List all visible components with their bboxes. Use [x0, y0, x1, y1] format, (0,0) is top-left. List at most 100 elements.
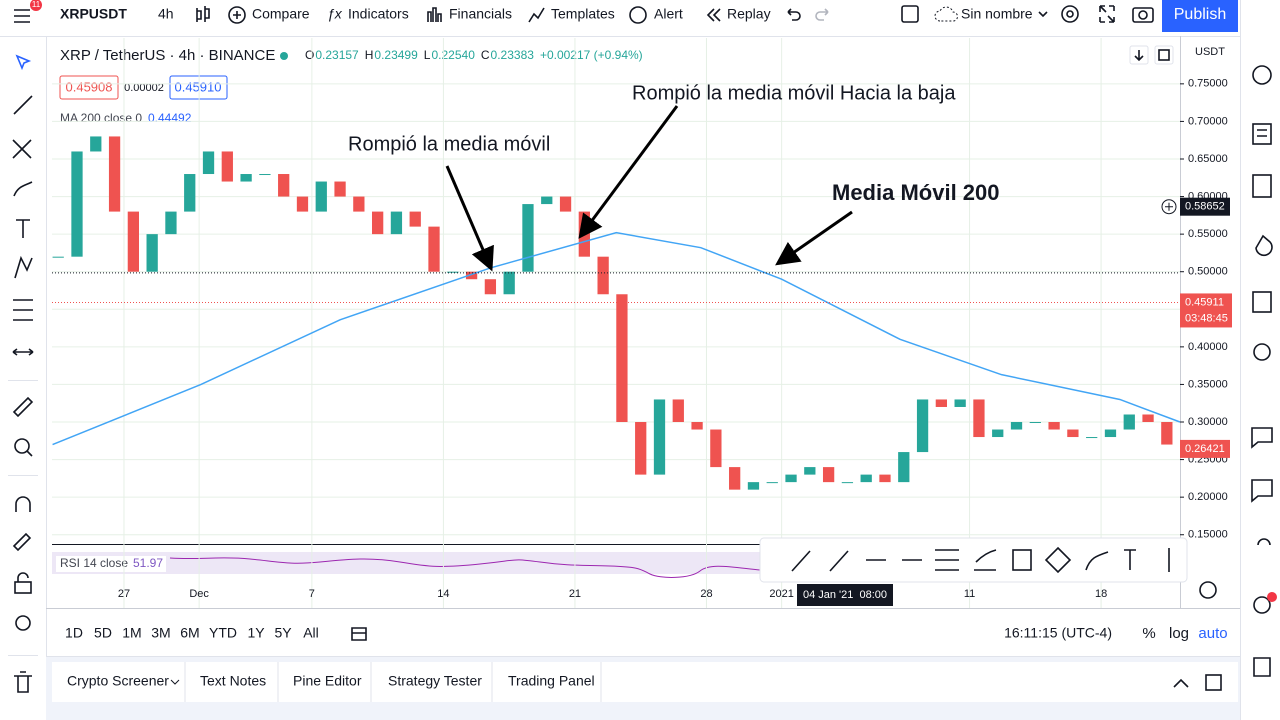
y-tick-label: 0.20000 — [1188, 491, 1228, 503]
rsi-line — [169, 557, 761, 578]
candle — [71, 151, 83, 257]
x-tick-label: 7 — [309, 588, 315, 600]
maximize-panel[interactable] — [1205, 674, 1222, 691]
candle — [729, 467, 741, 490]
current-price-bg — [1180, 439, 1230, 458]
candle — [935, 399, 947, 407]
alert[interactable]: Alert — [654, 6, 683, 22]
indicators[interactable]: Indicators — [348, 6, 409, 22]
badge — [30, 0, 42, 11]
redo[interactable] — [815, 8, 829, 21]
settings[interactable] — [1061, 5, 1079, 23]
ohlc-value: 0.22540 — [431, 48, 475, 62]
compare[interactable]: Compare — [252, 6, 310, 22]
clock: 16:11:15 (UTC-4) — [1004, 625, 1112, 641]
last-price-bg — [1180, 293, 1232, 328]
top-toolbar — [0, 0, 1280, 36]
annotation-arrow — [445, 165, 494, 272]
ma-line — [52, 231, 1181, 446]
panel-tab[interactable]: Strategy Tester — [388, 673, 482, 689]
candle — [1161, 422, 1173, 445]
scale-option[interactable]: % — [1142, 625, 1155, 642]
collapse[interactable] — [1173, 678, 1189, 688]
left-toolbar — [12, 54, 34, 693]
candle — [898, 452, 910, 483]
candle — [184, 174, 196, 212]
axis-settings[interactable] — [1199, 581, 1217, 599]
range-button[interactable]: 1Y — [247, 625, 265, 641]
publish[interactable]: Publish — [1174, 6, 1226, 23]
y-tick-label: 0.75000 — [1188, 78, 1228, 90]
annotation: Rompió la media móvil Hacia la baja — [632, 82, 956, 104]
interval[interactable]: 4h — [158, 6, 174, 22]
crosshair-time: 04 Jan '21 08:00 — [803, 589, 887, 601]
sell-box[interactable] — [59, 75, 119, 100]
snapshot[interactable] — [1132, 7, 1154, 23]
candle — [221, 151, 233, 182]
candle — [90, 136, 102, 152]
ask[interactable]: 0.45910 — [175, 79, 222, 94]
currency[interactable]: USDT — [1195, 46, 1225, 58]
publish-button[interactable] — [1162, 0, 1238, 32]
rsi-legend-name: RSI 14 close — [60, 556, 128, 570]
financials[interactable]: Financials — [449, 6, 512, 22]
annotation: Media Móvil 200 — [832, 180, 1000, 205]
panel-tab[interactable]: Text Notes — [200, 673, 266, 689]
candle — [992, 429, 1004, 438]
scale-option[interactable]: auto — [1198, 625, 1227, 642]
panel-tab[interactable]: Trading Panel — [508, 673, 595, 689]
symbol[interactable]: XRPUSDT — [60, 6, 127, 22]
range-button[interactable]: YTD — [209, 625, 237, 641]
candle — [465, 271, 478, 280]
maximize-pane[interactable] — [1154, 45, 1174, 65]
ohlc-label: H — [365, 48, 374, 62]
candle — [165, 211, 177, 235]
y-tick-label: 0.55000 — [1188, 228, 1228, 240]
ma-legend-value: 0.44492 — [148, 111, 192, 125]
fullscreen[interactable] — [1099, 5, 1115, 23]
drawing-tools[interactable] — [791, 546, 1170, 574]
layout-name[interactable]: Sin nombre — [961, 6, 1033, 22]
candle — [428, 226, 440, 272]
undo[interactable] — [787, 8, 801, 21]
chart-type-icon[interactable] — [196, 6, 210, 22]
rsi-legend-value: 51.97 — [133, 556, 163, 570]
ohlc-label: O — [305, 48, 314, 62]
dropdown[interactable] — [1038, 11, 1048, 18]
right-sidebar — [1251, 65, 1273, 677]
candle — [1067, 429, 1079, 438]
range-button[interactable]: 1M — [122, 625, 141, 641]
panel-tab[interactable]: Pine Editor — [293, 673, 362, 689]
crosshair-time-bg — [797, 584, 893, 606]
goto-date[interactable] — [351, 627, 367, 641]
range-button[interactable]: 1D — [65, 625, 83, 641]
candle — [653, 399, 666, 475]
checkbox[interactable] — [901, 5, 919, 23]
candle — [409, 211, 421, 227]
tab-dropdown[interactable] — [170, 679, 180, 685]
menu-icon[interactable] — [14, 9, 30, 23]
buy-box[interactable] — [169, 75, 228, 100]
replay[interactable]: Replay — [727, 6, 771, 22]
range-button[interactable]: 5Y — [274, 625, 292, 641]
ohlc-label: L — [424, 48, 431, 62]
x-tick-label: 21 — [569, 588, 581, 600]
notification-dot — [1267, 592, 1277, 602]
range-button[interactable]: All — [303, 625, 319, 641]
panel-tab[interactable]: Crypto Screener — [67, 673, 169, 689]
candle — [578, 211, 590, 257]
range-button[interactable]: 5D — [94, 625, 112, 641]
candle — [1048, 422, 1060, 430]
templates[interactable]: Templates — [551, 6, 615, 22]
range-button[interactable]: 3M — [151, 625, 170, 641]
candle — [559, 196, 572, 212]
bid[interactable]: 0.45908 — [66, 79, 113, 94]
candle — [635, 422, 647, 475]
scale-option[interactable]: log — [1169, 625, 1189, 642]
range-button[interactable]: 6M — [180, 625, 199, 641]
annotation-arrow — [578, 105, 679, 239]
candle — [785, 474, 797, 483]
ohlc-change: +0.00217 (+0.94%) — [540, 48, 643, 62]
candle — [127, 211, 140, 272]
